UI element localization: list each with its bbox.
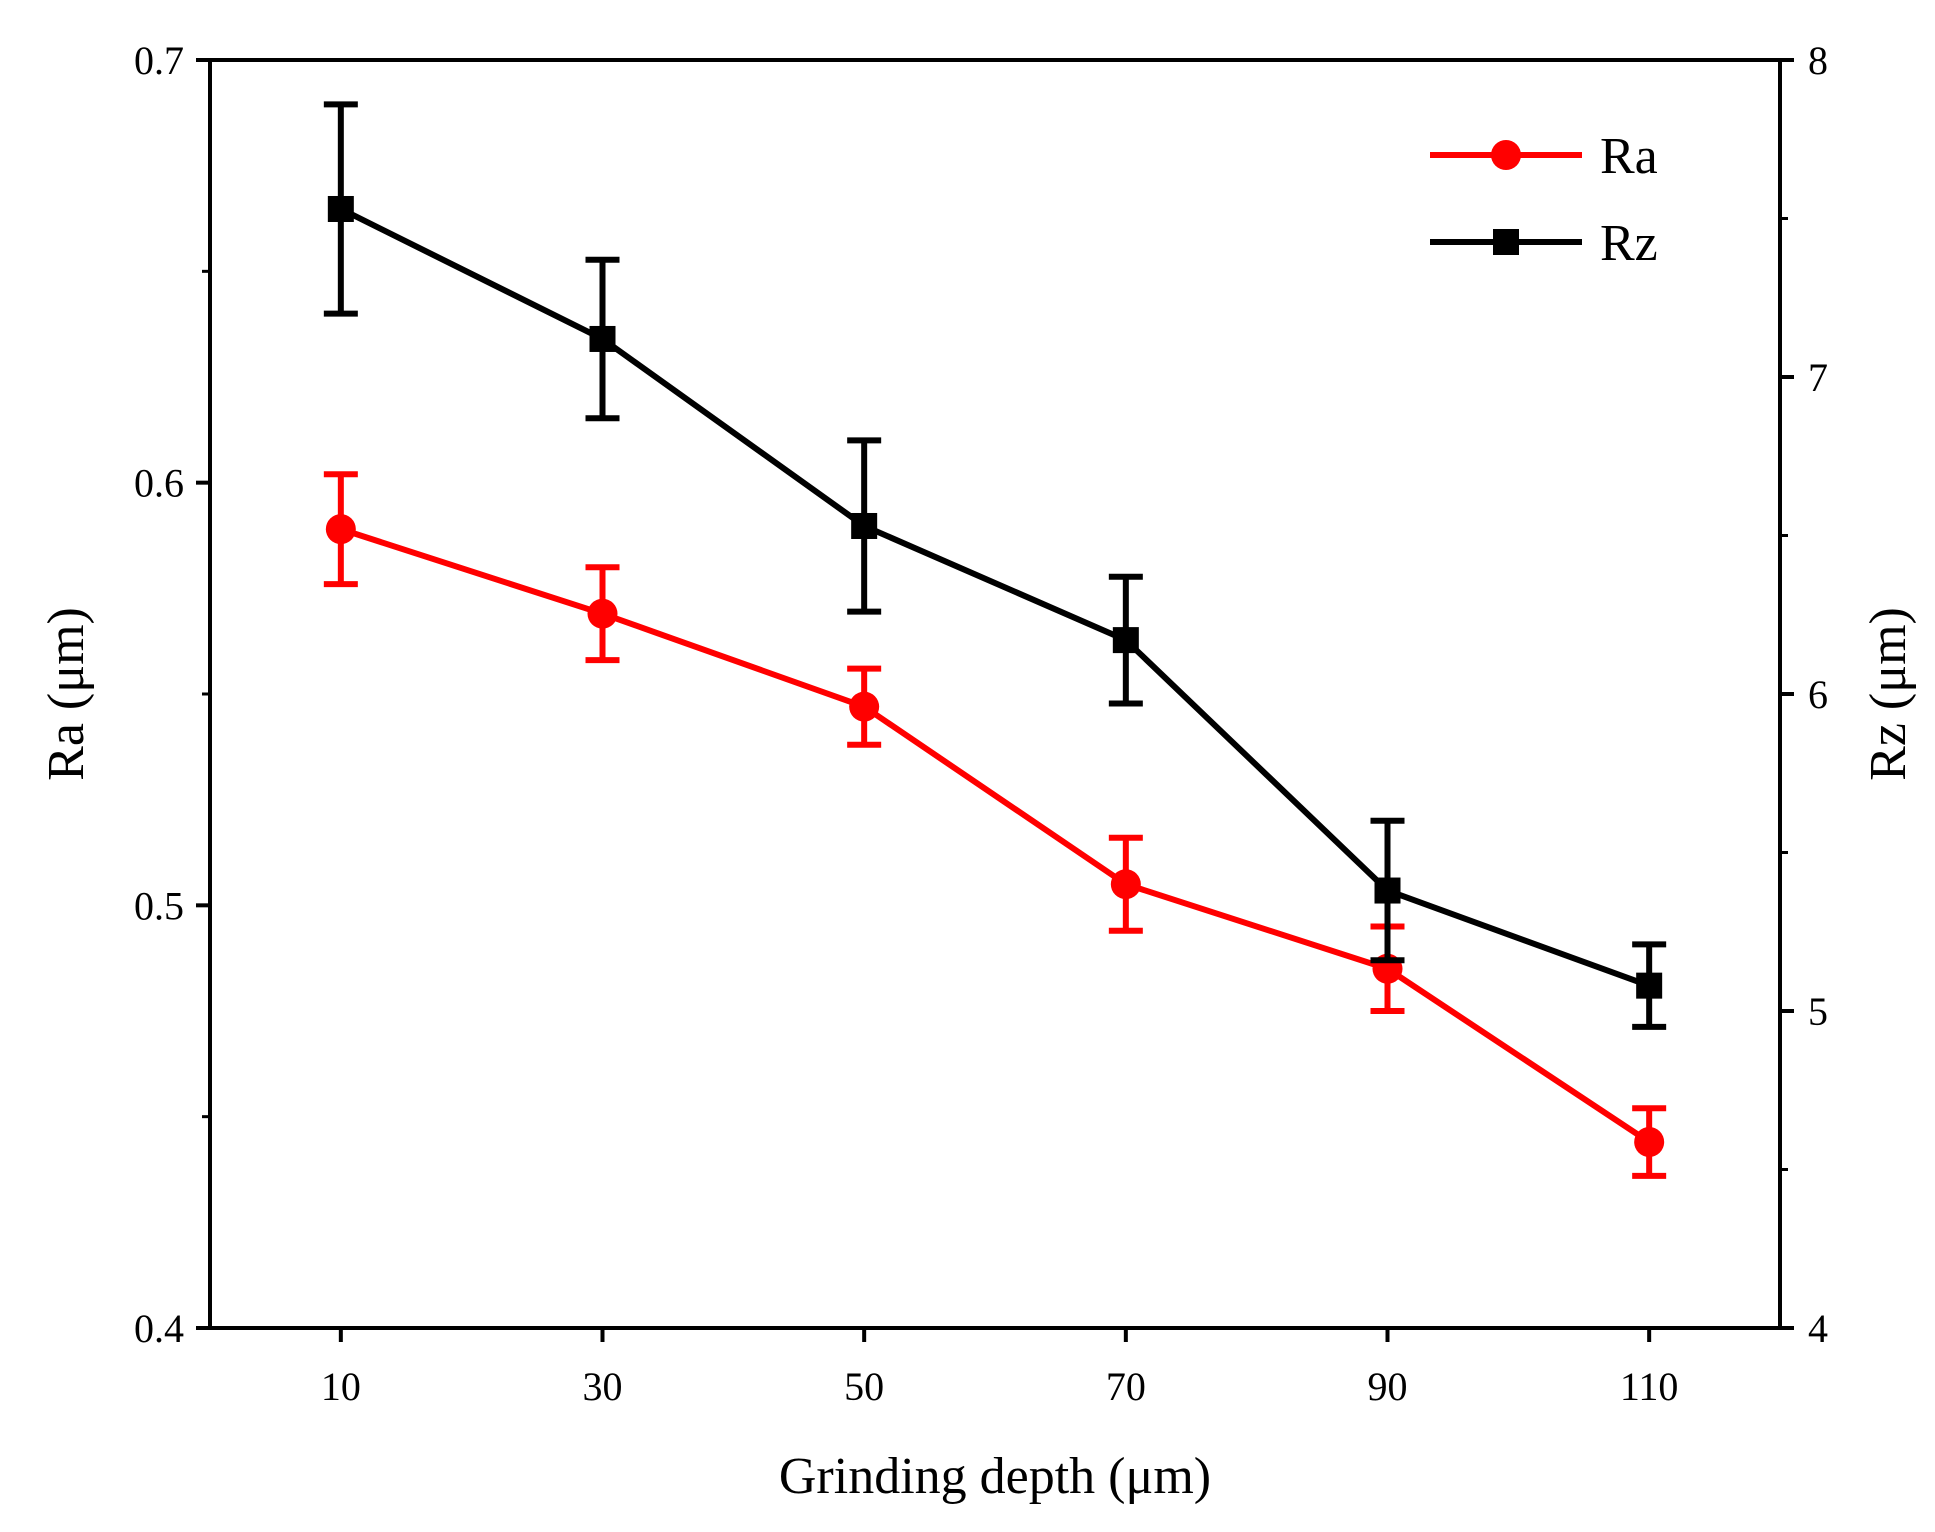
data-point-rz (327, 195, 354, 222)
y-left-tick-label: 0.4 (134, 1306, 184, 1351)
y-right-tick-label: 4 (1808, 1306, 1828, 1351)
data-point-ra (587, 598, 618, 629)
y-right-tick-label: 7 (1808, 355, 1828, 400)
data-point-rz (851, 512, 878, 539)
series-line-rz (339, 206, 1651, 989)
data-point-rz (1374, 877, 1401, 904)
x-axis-title: Grinding depth (μm) (779, 1448, 1211, 1505)
x-tick-label: 50 (844, 1364, 884, 1409)
legend: Ra Rz (1430, 128, 1658, 272)
x-tick-label: 10 (321, 1364, 361, 1409)
data-point-ra (1110, 869, 1141, 900)
y-left-tick-label: 0.7 (134, 38, 184, 83)
y-right-tick-label: 8 (1808, 38, 1828, 83)
series-rz (323, 101, 1667, 1030)
data-point-rz (1112, 627, 1139, 654)
legend-label: Rz (1600, 215, 1658, 272)
x-tick-label: 110 (1620, 1364, 1679, 1409)
x-tick-label: 90 (1368, 1364, 1408, 1409)
data-point-ra (849, 691, 880, 722)
series-line-ra (339, 526, 1651, 1145)
data-point-rz (589, 325, 616, 352)
data-point-ra (1634, 1127, 1665, 1158)
legend-label: Ra (1600, 128, 1658, 185)
y-right-tick-label: 5 (1808, 989, 1828, 1034)
legend-item-ra: Ra (1430, 128, 1658, 185)
y-right-axis-title: Rz (μm) (1860, 607, 1917, 781)
y-right-tick-label: 6 (1808, 672, 1828, 717)
x-tick-label: 70 (1106, 1364, 1146, 1409)
axes-layer: 10 30 50 70 90 110 0.4 0.5 0.6 0.7 4 5 6 7 8 (134, 38, 1828, 1409)
x-tick-label: 30 (583, 1364, 623, 1409)
series-layer (323, 101, 1667, 1179)
data-point-ra (325, 514, 356, 545)
legend-marker-circle (1491, 140, 1521, 170)
data-point-rz (1636, 972, 1663, 999)
y-left-tick-label: 0.5 (134, 883, 184, 928)
legend-item-rz: Rz (1430, 215, 1658, 272)
y-left-axis-title: Ra (μm) (38, 607, 95, 781)
legend-marker-square (1493, 229, 1519, 255)
y-left-tick-label: 0.6 (134, 461, 184, 506)
